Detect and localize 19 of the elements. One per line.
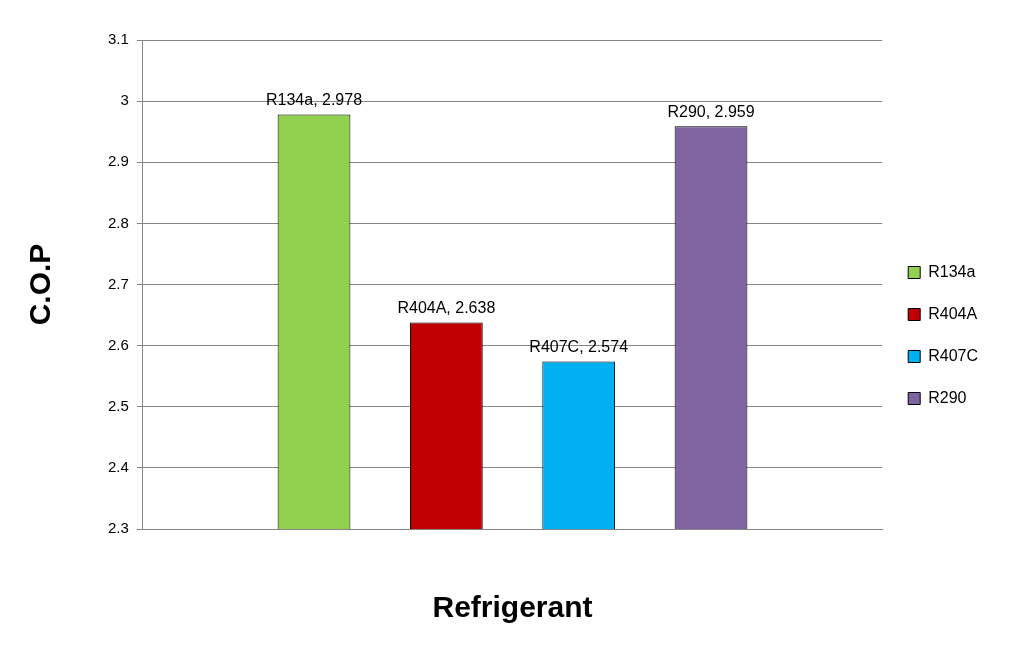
y-axis-title: C.O.P (23, 243, 57, 326)
y-tick-label: 2.5 (107, 396, 129, 414)
x-axis-title: Refrigerant (432, 590, 593, 624)
data-label: R404A, 2.638 (397, 298, 496, 316)
y-tick-label: 2.8 (107, 213, 129, 231)
data-label: R290, 2.959 (667, 102, 755, 120)
data-label: R134a, 2.978 (265, 90, 363, 108)
legend-label: R407C (928, 346, 979, 364)
y-tick-label: 2.7 (107, 274, 129, 292)
y-tick-label: 3 (120, 91, 129, 109)
y-tick-label: 3.1 (107, 30, 129, 48)
y-tick-label: 2.4 (107, 458, 129, 476)
y-tick-label: 2.3 (107, 519, 129, 537)
legend-label: R290 (928, 388, 967, 406)
legend-label: R134a (928, 262, 976, 280)
y-tick-label: 2.9 (107, 152, 129, 170)
y-tick-label: 2.6 (107, 335, 129, 353)
legend-label: R404A (928, 304, 978, 322)
data-label: R407C, 2.574 (529, 337, 629, 355)
